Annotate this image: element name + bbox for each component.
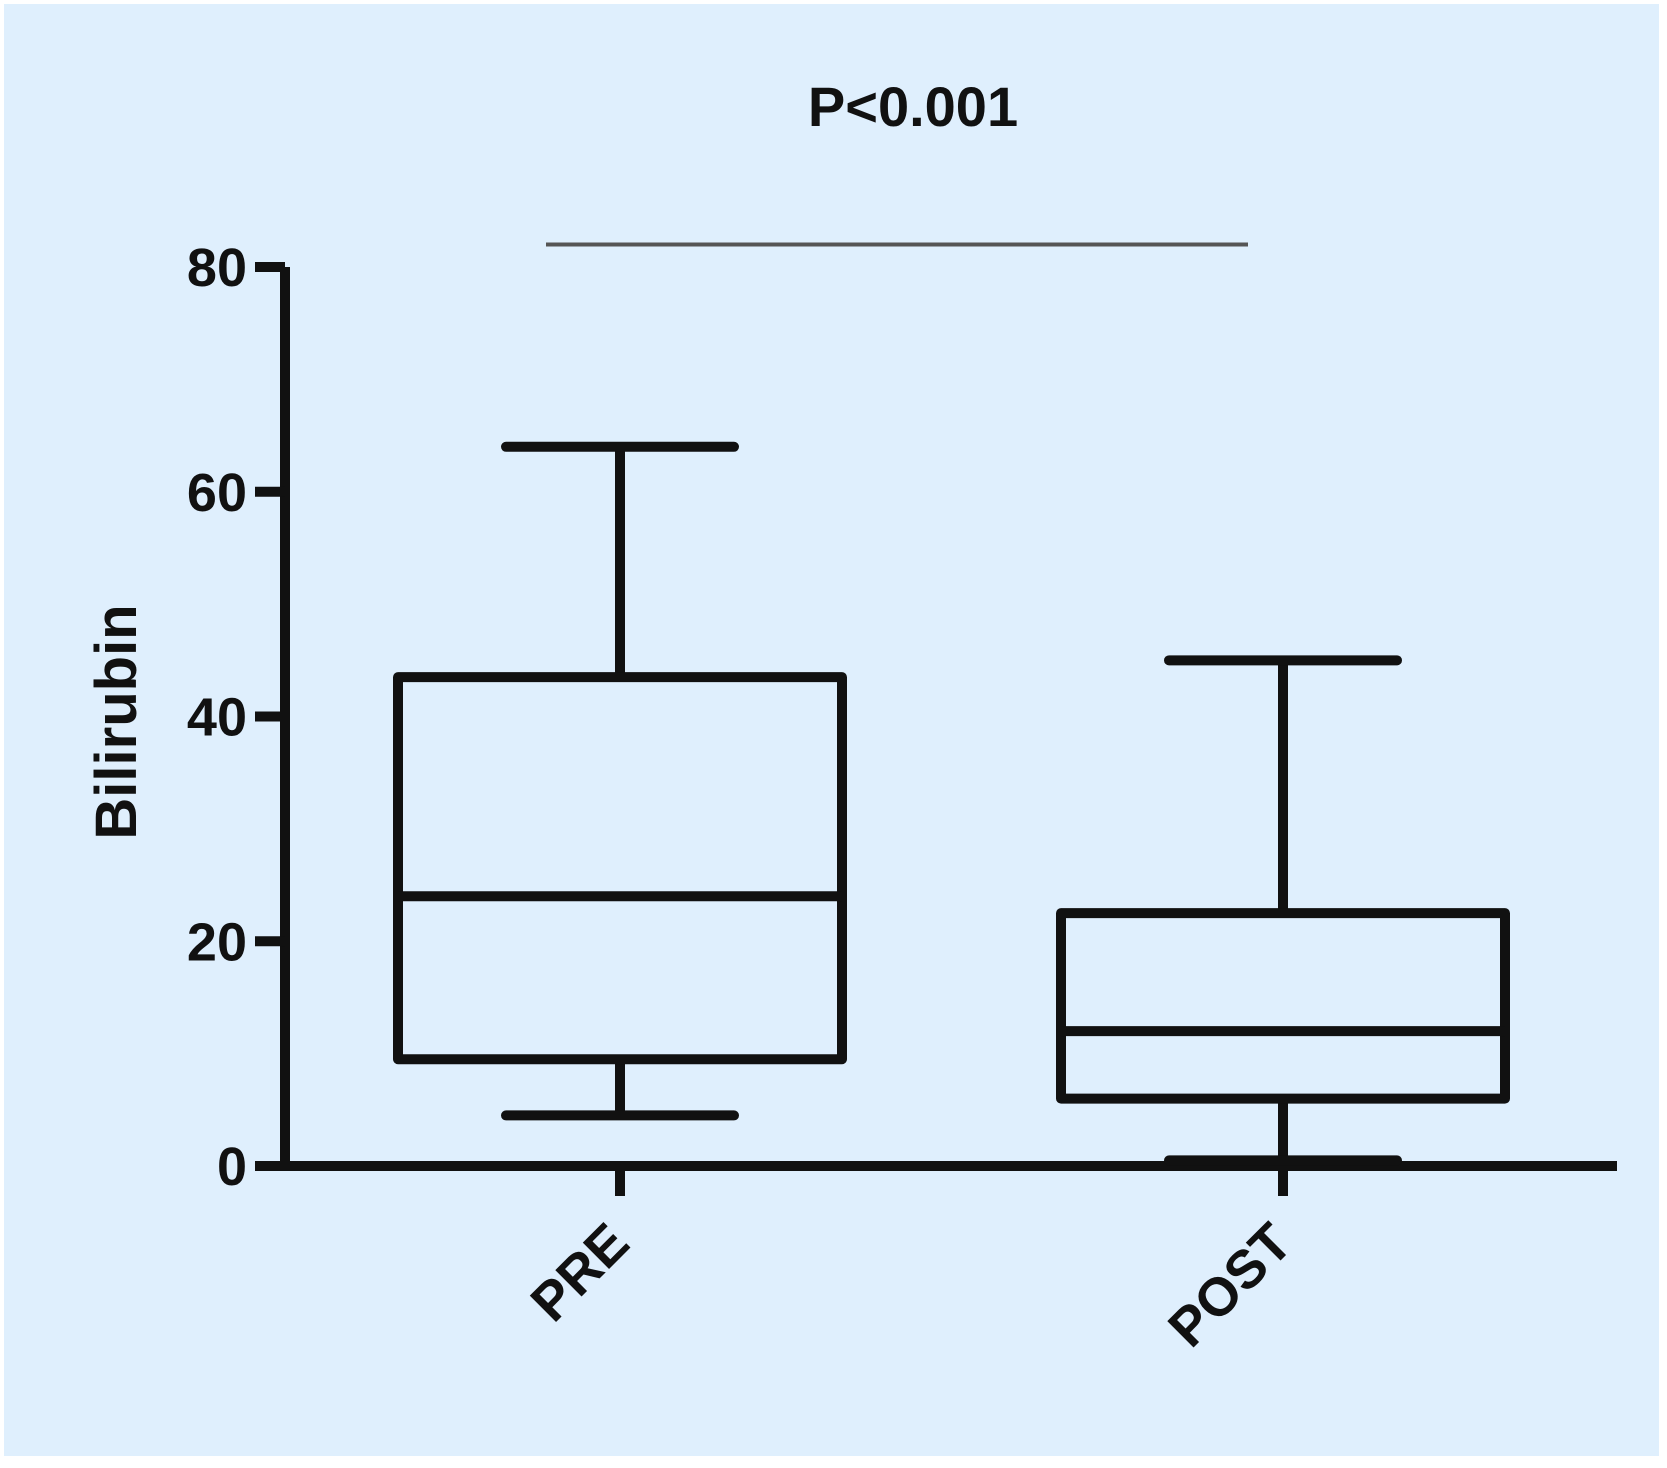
significance-annotation: P<0.001 [546,75,1248,247]
p-value-label: P<0.001 [808,75,1018,138]
x-tick-label: PRE [520,1212,641,1333]
y-tick-label: 20 [187,912,247,972]
box-pre [393,441,847,1121]
x-tick-label: POST [1157,1212,1303,1358]
y-axis-label: Bilirubin [84,604,149,839]
y-axis: 0 20 40 60 80 [187,238,290,1197]
iqr-box [393,672,847,1065]
y-tick-label: 80 [187,238,247,298]
box-post [1056,655,1510,1166]
box-series [393,441,1510,1166]
box-plot-chart: 0 20 40 60 80 PRE POST P<0.001 Bilirubin [84,75,1617,1358]
y-tick-label: 40 [187,688,247,748]
y-tick-label: 0 [217,1137,247,1197]
iqr-box [1056,908,1510,1104]
x-axis: PRE POST [255,1161,1617,1358]
y-tick-label: 60 [187,463,247,523]
chart-figure: 0 20 40 60 80 PRE POST P<0.001 Bilirubin [4,4,1659,1456]
